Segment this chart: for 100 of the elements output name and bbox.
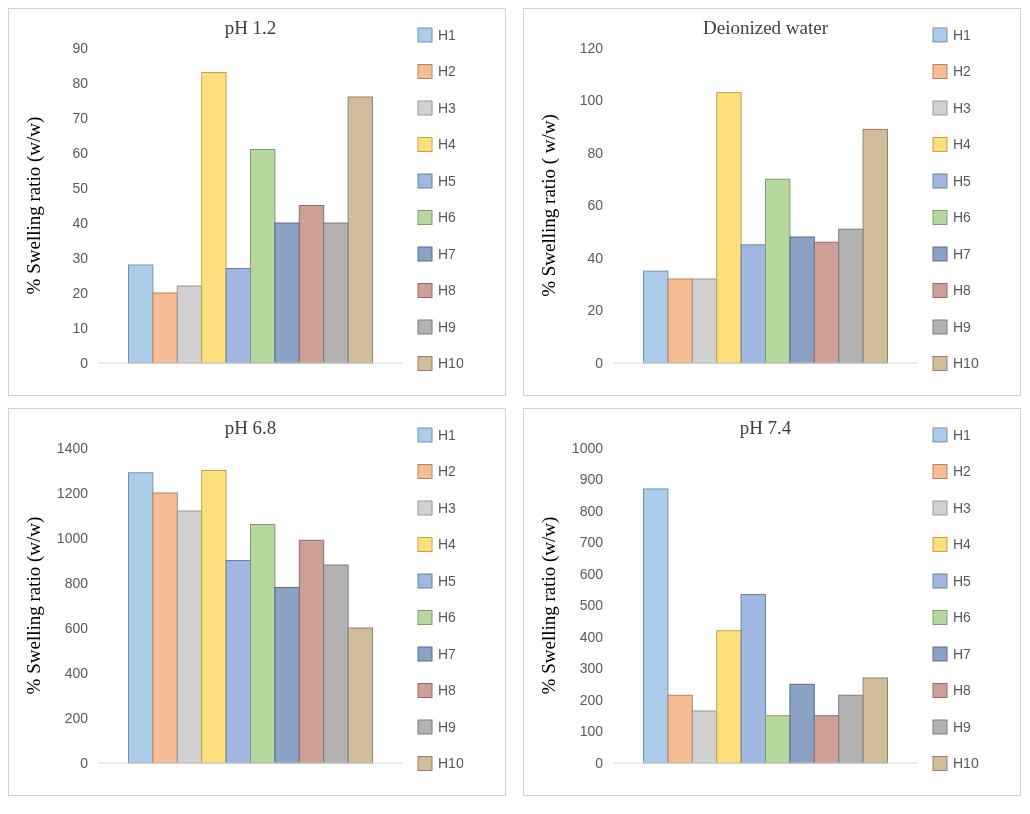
legend-label: H2: [438, 63, 457, 80]
y-tick-label: 800: [64, 574, 89, 591]
y-tick-label: 20: [72, 284, 89, 301]
bar: [298, 205, 325, 364]
bar: [128, 472, 154, 764]
bar: [838, 694, 864, 764]
bar: [716, 630, 742, 764]
legend-label: H4: [438, 536, 457, 553]
y-axis-title: % Swelling ratio (w/w): [23, 116, 45, 295]
bar: [225, 268, 251, 364]
legend-label: H8: [953, 682, 972, 699]
y-tick-label: 100: [579, 723, 604, 740]
chart-title: Deionized water: [702, 17, 829, 38]
bar: [176, 285, 203, 364]
bar: [740, 244, 766, 364]
legend-label: H8: [438, 682, 457, 699]
legend-label: H5: [953, 172, 972, 189]
legend-label: H8: [953, 282, 972, 299]
legend-label: H4: [438, 136, 457, 153]
y-tick-label: 1400: [56, 439, 89, 456]
legend-label: H1: [438, 426, 457, 443]
bar: [274, 222, 300, 364]
chart-title: pH 6.8: [224, 417, 277, 438]
y-tick-label: 60: [72, 144, 89, 161]
legend-label: H9: [953, 318, 972, 335]
legend-label: H2: [438, 463, 457, 480]
y-tick-label: 80: [72, 74, 89, 91]
bar: [347, 627, 373, 764]
legend-label: H7: [953, 245, 972, 262]
legend-label: H6: [953, 209, 972, 226]
bar: [323, 222, 349, 364]
bar: [667, 278, 693, 364]
legend-label: H9: [953, 718, 972, 735]
y-tick-label: 600: [64, 619, 89, 636]
bar: [813, 241, 840, 364]
y-tick-label: 200: [579, 691, 604, 708]
bar: [250, 149, 276, 364]
bar: [152, 492, 178, 764]
y-tick-label: 120: [579, 39, 604, 56]
bar: [667, 694, 693, 764]
y-tick-label: 200: [64, 709, 89, 726]
y-tick-label: 400: [579, 628, 604, 645]
legend-label: H5: [438, 172, 457, 189]
y-tick-label: 90: [72, 39, 89, 56]
y-tick-label: 60: [587, 197, 604, 214]
legend-label: H3: [953, 99, 972, 116]
y-tick-label: 100: [579, 92, 604, 109]
y-axis-title: % Swelling ratio (w/w): [538, 516, 560, 695]
legend-label: H8: [438, 282, 457, 299]
bar: [765, 715, 791, 764]
y-tick-label: 80: [587, 144, 604, 161]
legend-label: H10: [953, 755, 979, 772]
bar: [643, 488, 669, 764]
y-tick-label: 500: [579, 597, 604, 614]
legend-label: H3: [953, 499, 972, 516]
y-tick-label: 700: [579, 534, 604, 551]
y-tick-label: 800: [579, 502, 604, 519]
legend-label: H7: [438, 645, 457, 662]
y-tick-label: 20: [587, 302, 604, 319]
y-tick-label: 50: [72, 179, 89, 196]
legend-label: H10: [438, 755, 464, 772]
bar: [298, 539, 325, 764]
legend-label: H10: [438, 355, 464, 372]
legend-label: H6: [953, 609, 972, 626]
legend-label: H4: [953, 536, 972, 553]
legend-label: H6: [438, 209, 457, 226]
y-tick-label: 1200: [56, 484, 89, 501]
y-tick-label: 900: [579, 471, 604, 488]
legend-label: H4: [953, 136, 972, 153]
legend-label: H1: [953, 426, 972, 443]
y-tick-label: 0: [595, 354, 604, 371]
bar: [789, 236, 815, 364]
y-tick-label: 70: [72, 109, 89, 126]
y-tick-label: 10: [72, 319, 89, 336]
chart-title: pH 7.4: [739, 417, 792, 438]
legend-label: H3: [438, 99, 457, 116]
legend-label: H9: [438, 718, 457, 735]
bar: [323, 564, 349, 764]
bar: [765, 178, 791, 364]
bar: [201, 470, 227, 764]
legend-label: H1: [438, 26, 457, 43]
y-axis-title: % Swelling ratio (w/w): [23, 516, 45, 695]
legend-label: H9: [438, 318, 457, 335]
y-tick-label: 1000: [56, 529, 89, 546]
bar: [691, 710, 718, 764]
bar: [152, 292, 178, 364]
y-tick-label: 0: [595, 754, 604, 771]
y-tick-label: 1000: [571, 439, 604, 456]
y-axis-title: % Swelling ratio ( w/w): [538, 114, 560, 297]
y-tick-label: 300: [579, 660, 604, 677]
legend-label: H2: [953, 463, 972, 480]
bar: [274, 587, 300, 764]
bar: [691, 278, 718, 364]
legend-label: H7: [953, 645, 972, 662]
legend-label: H5: [953, 572, 972, 589]
bar: [716, 92, 742, 364]
legend-label: H2: [953, 63, 972, 80]
y-tick-label: 40: [72, 214, 89, 231]
chart-title: pH 1.2: [224, 17, 277, 38]
bar: [225, 560, 251, 764]
